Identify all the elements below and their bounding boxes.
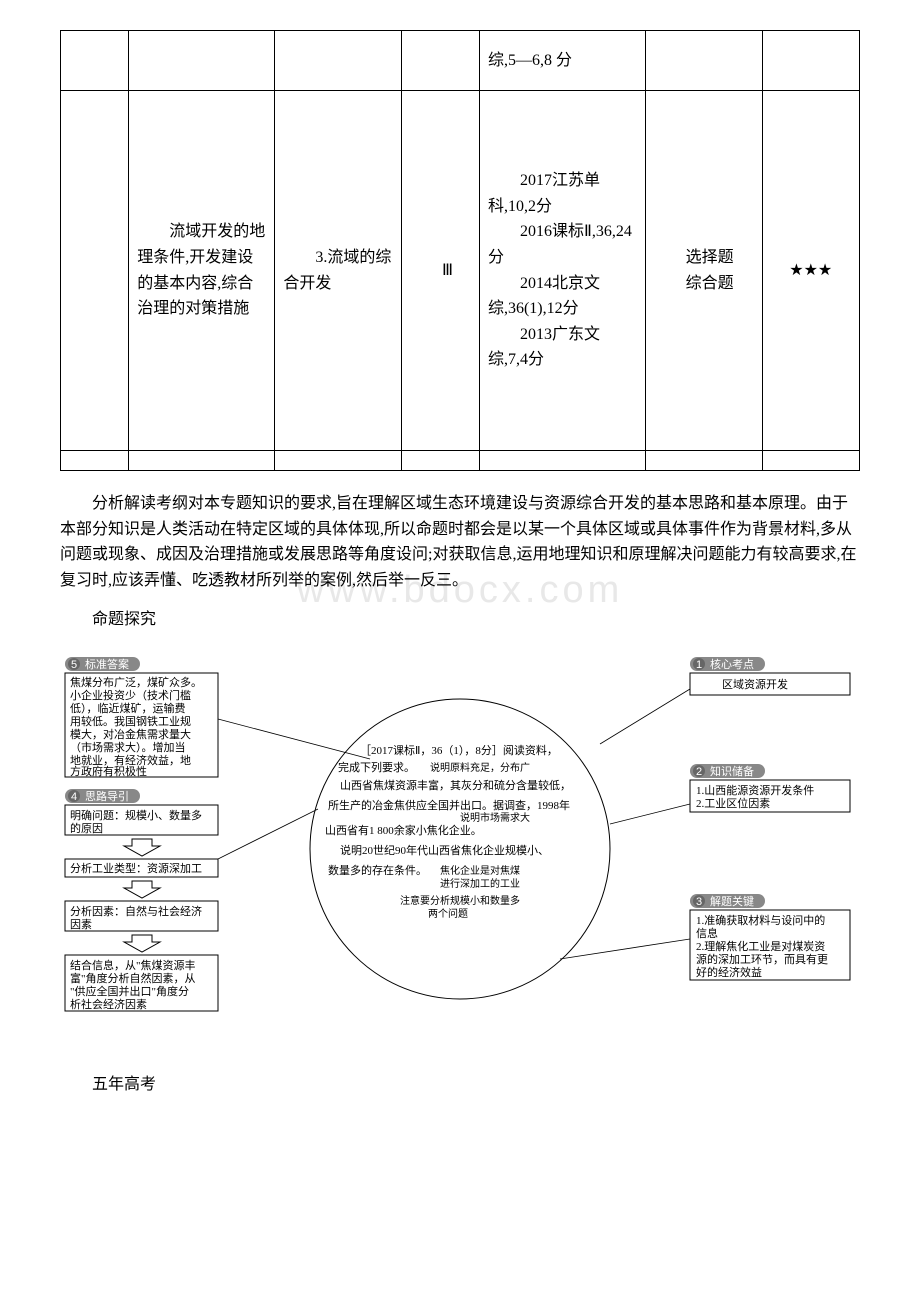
box-text: 析社会经济因素 <box>70 997 147 1011</box>
svg-text:思路导引: 思路导引 <box>85 789 129 803</box>
box-text: 好的经济效益 <box>696 965 762 979</box>
table-row: 流域开发的地理条件,开发建设的基本内容,综合治理的对策措施 3.流域的综合开发 … <box>61 91 860 451</box>
box-text: 的原因 <box>70 821 103 835</box>
box-text: 富"角度分析自然因素，从 <box>70 971 196 985</box>
circle-note: 注意要分析规模小和数量多 <box>400 894 520 907</box>
table-cell <box>129 451 275 471</box>
box-text: 用较低。我国钢铁工业规 <box>70 714 191 728</box>
circle-text: 说明20世纪90年代山西省焦化企业规模小、 <box>340 843 549 857</box>
circle-note: 焦化企业是对焦煤 <box>440 864 520 877</box>
box-text: 1.山西能源资源开发条件 <box>696 783 814 797</box>
svg-text:3: 3 <box>696 896 702 908</box>
svg-text:知识储备: 知识储备 <box>710 764 754 778</box>
box-text: 小企业投资少（技术门槛 <box>70 688 191 702</box>
table-cell <box>762 31 859 91</box>
svg-text:标准答案: 标准答案 <box>85 657 129 671</box>
concept-diagram: ［2017课标Ⅱ，36（1），8分］阅读资料， 完成下列要求。 说明原料充足，分… <box>60 649 860 1039</box>
circle-note: 说明市场需求大 <box>460 811 530 824</box>
box-text: 分析因素：自然与社会经济 <box>70 904 202 918</box>
table-cell <box>645 31 762 91</box>
badge-2: 2 知识储备 <box>690 764 765 778</box>
circle-text: 山西省焦煤资源丰富，其灰分和硫分含量较低， <box>340 778 571 792</box>
svg-text:1: 1 <box>696 659 702 671</box>
table-cell: 选择题 综合题 <box>645 91 762 451</box>
box-text: 因素 <box>70 918 92 931</box>
box-text: 2.工业区位因素 <box>696 796 770 810</box>
section-heading: 命题探究 <box>60 607 860 633</box>
table-cell <box>275 31 402 91</box>
box-text: "供应全国并出口"角度分 <box>70 984 189 998</box>
box-text: 2.理解焦化工业是对煤炭资 <box>696 939 825 953</box>
badge-5: 5 标准答案 <box>65 657 140 671</box>
box-text: 低），临近煤矿，运输费 <box>70 701 186 715</box>
circle-title: ［2017课标Ⅱ，36（1），8分］阅读资料， <box>360 743 558 757</box>
table-cell <box>762 451 859 471</box>
table-cell: 3.流域的综合开发 <box>275 91 402 451</box>
table-cell <box>645 451 762 471</box>
table-row <box>61 451 860 471</box>
circle-text: 完成下列要求。 <box>338 760 415 774</box>
svg-text:4: 4 <box>71 791 77 803</box>
box-text: 焦煤分布广泛，煤矿众多。 <box>70 675 202 689</box>
box-text: 明确问题：规模小、数量多 <box>70 808 202 822</box>
table-cell: 综,5—6,8 分 <box>479 31 645 91</box>
circle-text: 数量多的存在条件。 <box>328 863 427 877</box>
badge-3: 3 解题关键 <box>690 894 765 908</box>
table-cell: 流域开发的地理条件,开发建设的基本内容,综合治理的对策措施 <box>129 91 275 451</box>
table-cell: ★★★ <box>762 91 859 451</box>
svg-text:2: 2 <box>696 766 702 778</box>
section-heading: 五年高考 <box>60 1072 860 1098</box>
table-cell <box>402 451 480 471</box>
table-cell <box>479 451 645 471</box>
svg-text:解题关键: 解题关键 <box>710 894 754 908</box>
box-text: 模大，对冶金焦需求量大 <box>70 727 191 741</box>
box-text: 区域资源开发 <box>722 677 788 691</box>
table-cell: 2017江苏单科,10,2分 2016课标Ⅱ,36,24分 2014北京文综,3… <box>479 91 645 451</box>
table-row: 综,5—6,8 分 <box>61 31 860 91</box>
table-cell <box>129 31 275 91</box>
table-cell: Ⅲ <box>402 91 480 451</box>
box-text: 地就业，有经济效益，地 <box>70 753 191 767</box>
box-text: 1.准确获取材料与设问中的 <box>696 913 825 927</box>
box-text: 源的深加工环节，而具有更 <box>696 952 828 966</box>
circle-note: 两个问题 <box>428 907 468 920</box>
circle-text: 所生产的冶金焦供应全国并出口。据调查，1998年 <box>328 798 570 812</box>
badge-4: 4 思路导引 <box>65 789 140 803</box>
svg-text:核心考点: 核心考点 <box>710 657 754 671</box>
paragraph-analysis: 分析解读考纲对本专题知识的要求,旨在理解区域生态环境建设与资源综合开发的基本思路… <box>60 491 860 593</box>
table-cell <box>275 451 402 471</box>
box-text: （市场需求大）。增加当 <box>70 740 186 754</box>
main-table: 综,5—6,8 分 流域开发的地理条件,开发建设的基本内容,综合治理的对策措施 … <box>60 30 860 471</box>
table-cell <box>402 31 480 91</box>
box-text: 信息 <box>696 926 718 940</box>
box-text: 方政府有积极性 <box>70 764 147 778</box>
table-cell <box>61 451 129 471</box>
table-cell <box>61 31 129 91</box>
box-text: 分析工业类型：资源深加工 <box>70 861 202 875</box>
svg-text:5: 5 <box>71 659 77 671</box>
box-text: 结合信息，从"焦煤资源丰 <box>70 958 196 972</box>
badge-1: 1 核心考点 <box>690 657 765 671</box>
table-cell <box>61 91 129 451</box>
circle-note: 说明原料充足，分布广 <box>430 761 530 774</box>
circle-text: 山西省有1 800余家小焦化企业。 <box>325 823 482 837</box>
circle-note: 进行深加工的工业 <box>440 877 520 890</box>
